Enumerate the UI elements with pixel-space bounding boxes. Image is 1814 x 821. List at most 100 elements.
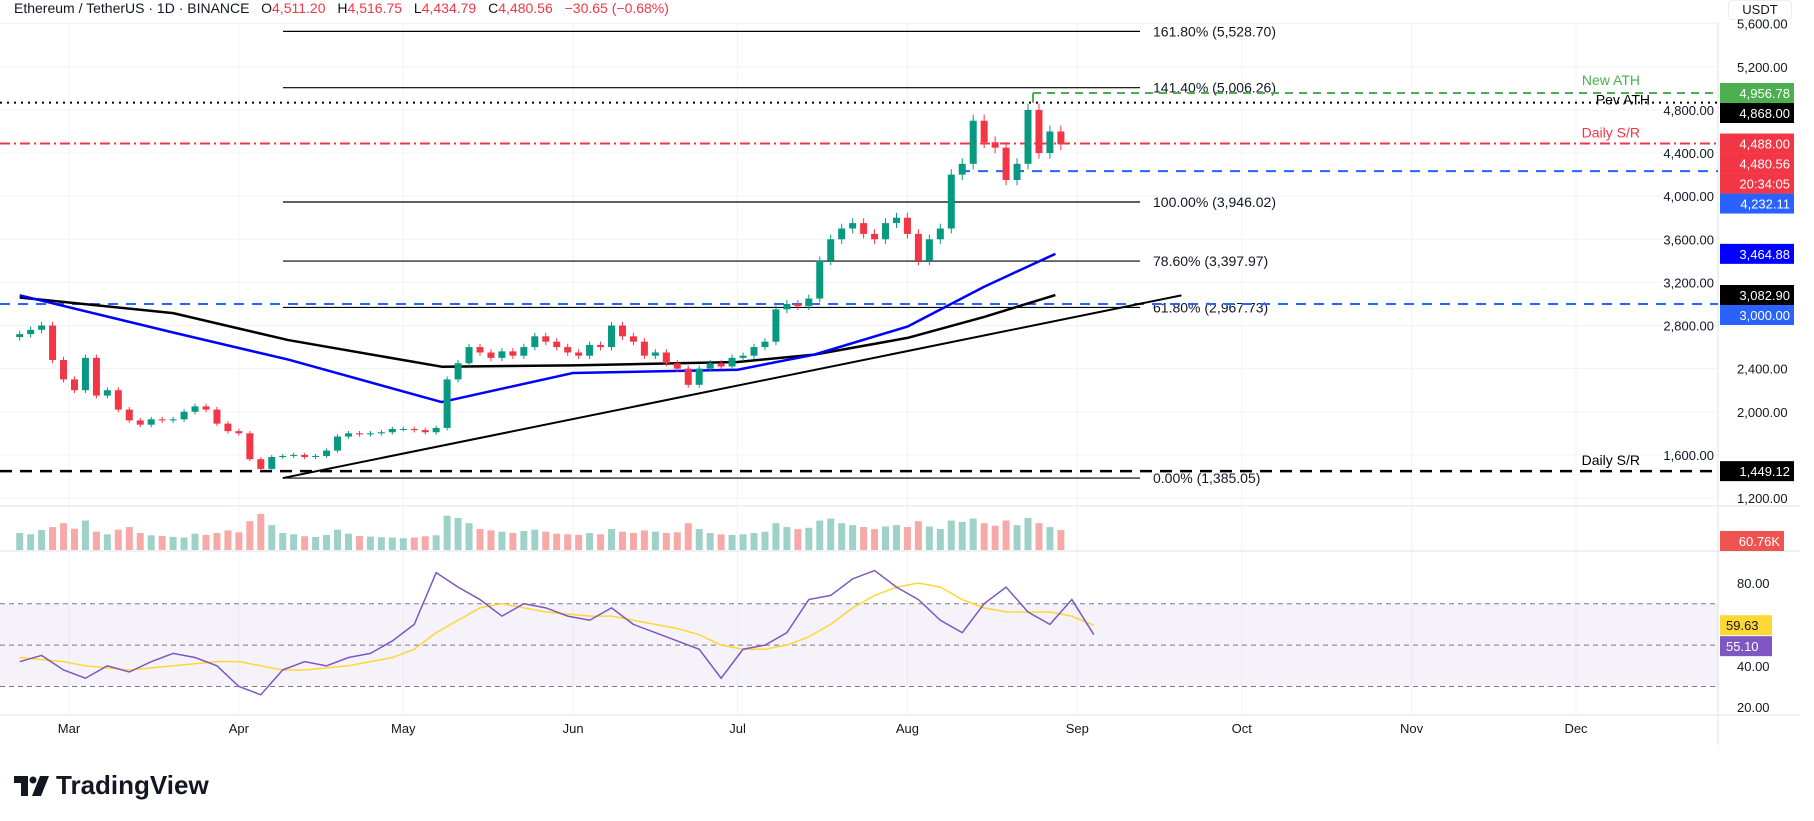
candle-body: [1046, 131, 1054, 154]
candle-body: [323, 450, 331, 456]
price-label-box: [1720, 133, 1794, 154]
high-value: 4,516.75: [347, 0, 403, 16]
candle-body: [180, 411, 188, 420]
volume-bar: [509, 532, 517, 550]
candle-body: [816, 260, 824, 299]
volume-bar: [410, 537, 418, 550]
volume-bar: [301, 536, 309, 550]
candle-body: [914, 233, 922, 261]
volume-bar: [936, 529, 944, 550]
symbol-title[interactable]: Ethereum / TetherUS · 1D · BINANCE: [14, 0, 250, 16]
x-tick-label: Nov: [1400, 721, 1424, 736]
ascending-trendline: [282, 294, 1182, 480]
price-label-box: [1720, 103, 1794, 124]
candle-body: [355, 433, 363, 435]
level-annotation: Daily S/R: [1582, 452, 1640, 468]
volume-bar: [334, 529, 342, 550]
y-tick-label: 1,600.00: [1663, 448, 1714, 463]
volume-bar: [180, 537, 188, 550]
candle-body: [640, 341, 648, 356]
price-label-box: [1720, 153, 1794, 174]
x-tick-label: Jul: [729, 721, 746, 736]
volume-bar: [421, 536, 429, 550]
rsi-tick-label: 20.00: [1737, 700, 1770, 715]
candle-body: [27, 329, 35, 335]
candle-body: [421, 430, 429, 433]
volume-bar: [114, 529, 122, 550]
candle-body: [783, 303, 791, 310]
y-tick-label: 2,800.00: [1663, 319, 1714, 334]
volume-bar: [575, 534, 583, 550]
candle-body: [213, 409, 221, 424]
fib-label: 61.80% (2,967.73): [1153, 299, 1268, 315]
volume-bar: [432, 535, 440, 550]
price-label: 3,000.00: [1739, 308, 1790, 323]
volume-bar: [399, 538, 407, 550]
candle-body: [344, 433, 352, 437]
currency-button[interactable]: USDT: [1728, 0, 1792, 20]
volume-bar: [662, 532, 670, 550]
volume-bar: [268, 525, 276, 550]
y-tick-label: 3,600.00: [1663, 232, 1714, 247]
candle-body: [936, 228, 944, 240]
volume-bar: [849, 525, 857, 550]
y-tick-label: 2,000.00: [1737, 405, 1788, 420]
candle-body: [761, 341, 769, 348]
candle-body: [849, 223, 857, 229]
candle-body: [684, 368, 692, 385]
close-value: 4,480.56: [498, 0, 553, 16]
volume-bar: [706, 532, 714, 550]
price-label: 20:34:05: [1739, 177, 1790, 192]
volume-bar: [608, 529, 616, 550]
price-label-box: [1720, 173, 1794, 194]
candle-body: [553, 341, 561, 348]
candle-body: [246, 433, 254, 460]
candle-body: [125, 409, 133, 421]
volume-bar: [684, 523, 692, 550]
candle-body: [871, 233, 879, 240]
candle-body: [334, 436, 342, 451]
price-label: 3,082.90: [1739, 288, 1790, 303]
candle-body: [531, 336, 539, 348]
chart-canvas[interactable]: Mar Apr May Jun Jul Aug Sep Oct Nov Dec 5,600.00 5,…: [0, 17, 1814, 821]
volume-bar: [27, 534, 35, 550]
volume-bar: [980, 523, 988, 550]
candle-body: [443, 379, 451, 428]
high-label: H: [337, 0, 348, 16]
candle-body: [410, 429, 418, 431]
candle-body: [1013, 163, 1021, 180]
volume-bar: [213, 532, 221, 550]
volume-bar: [553, 533, 561, 550]
fib-label: 0.00% (1,385.05): [1153, 470, 1260, 486]
volume-bar: [498, 531, 506, 550]
candle-body: [257, 459, 265, 469]
candle-body: [1024, 109, 1032, 164]
volume-bar: [1046, 527, 1054, 550]
open-value: 4,511.20: [272, 0, 326, 16]
candle-body: [509, 351, 517, 356]
volume-bar: [202, 534, 210, 550]
y-tick-label: 3,200.00: [1663, 275, 1714, 290]
volume-bar: [794, 529, 802, 550]
fib-label: 141.40% (5,006.26): [1153, 80, 1276, 96]
volume-bar: [958, 521, 966, 550]
candle-body: [38, 325, 46, 330]
volume-bar: [147, 535, 155, 550]
volume-bar: [125, 527, 133, 550]
volume-bar: [969, 518, 977, 550]
candle-body: [268, 457, 276, 469]
volume-bar: [81, 520, 89, 550]
volume-bar: [1035, 523, 1043, 550]
fib-label: 78.60% (3,397.97): [1153, 253, 1268, 269]
price-label-box: [1720, 83, 1794, 104]
volume-bar: [388, 537, 396, 550]
volume-bar: [377, 537, 385, 550]
volume-bar: [465, 523, 473, 550]
candle-body: [608, 325, 616, 348]
volume-bar: [169, 536, 177, 550]
volume-bar: [70, 528, 78, 550]
volume-bar: [1024, 517, 1032, 550]
rsi-ma-line: [19, 582, 1095, 671]
price-label-box: [1720, 243, 1794, 264]
volume-bar: [903, 527, 911, 550]
